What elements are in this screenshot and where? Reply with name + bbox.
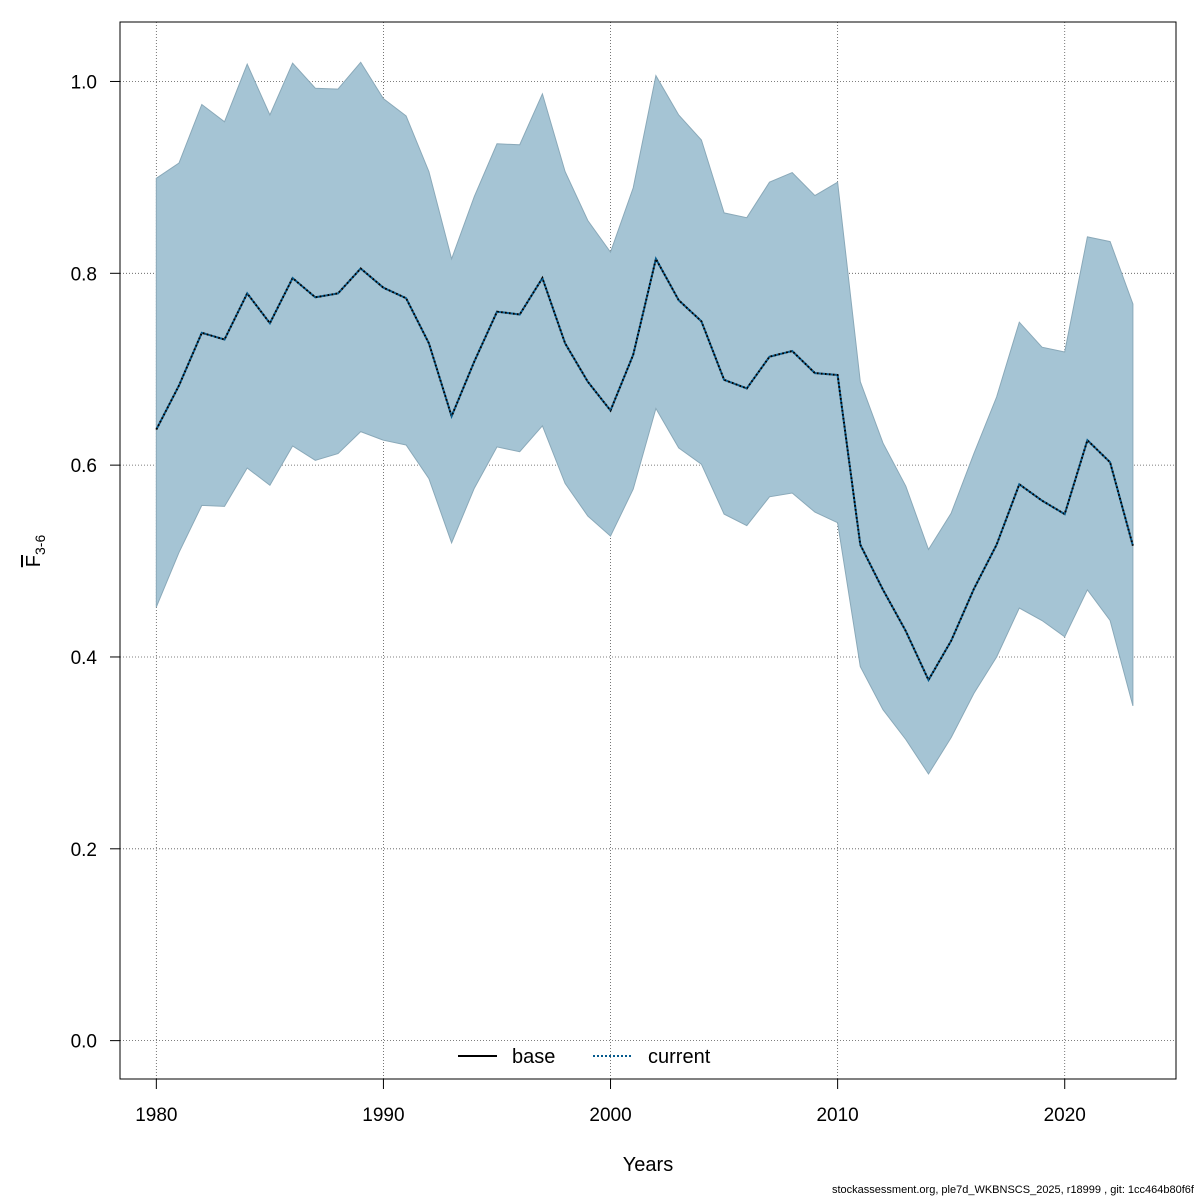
x-tick-label-2010: 2010 xyxy=(816,1105,858,1126)
series-line-current xyxy=(155,256,1134,683)
x-axis: 1980 1990 2000 2010 2020 xyxy=(135,1078,1086,1126)
x-tick-label-2000: 2000 xyxy=(589,1105,631,1126)
y-axis-title-main: F xyxy=(23,555,45,567)
footer-credit: stockassessment.org, ple7d_WKBNSCS_2025,… xyxy=(832,1184,1194,1196)
legend-label-current: current xyxy=(648,1046,711,1068)
y-tick-label-0.8: 0.8 xyxy=(71,264,97,285)
x-tick-label-1990: 1990 xyxy=(362,1105,404,1126)
y-axis-title: F3-6 xyxy=(23,535,48,568)
legend-label-base: base xyxy=(512,1046,555,1068)
y-axis-title-subscript: 3-6 xyxy=(32,535,48,555)
y-tick-label-1.0: 1.0 xyxy=(71,72,97,93)
y-axis: 0.0 0.2 0.4 0.6 0.8 1.0 xyxy=(71,72,121,1053)
x-tick-label-2020: 2020 xyxy=(1044,1105,1086,1126)
legend: base current xyxy=(458,1046,711,1068)
confidence-band xyxy=(155,61,1134,775)
y-tick-label-0.2: 0.2 xyxy=(71,840,97,861)
y-tick-label-0.6: 0.6 xyxy=(71,456,97,477)
svg-text:F3-6: F3-6 xyxy=(23,535,48,568)
series-line-current-overlay xyxy=(155,256,1134,683)
y-tick-label-0.0: 0.0 xyxy=(71,1032,97,1053)
y-tick-label-0.4: 0.4 xyxy=(71,648,98,669)
x-tick-label-1980: 1980 xyxy=(135,1105,177,1126)
x-axis-title: Years xyxy=(623,1154,673,1176)
